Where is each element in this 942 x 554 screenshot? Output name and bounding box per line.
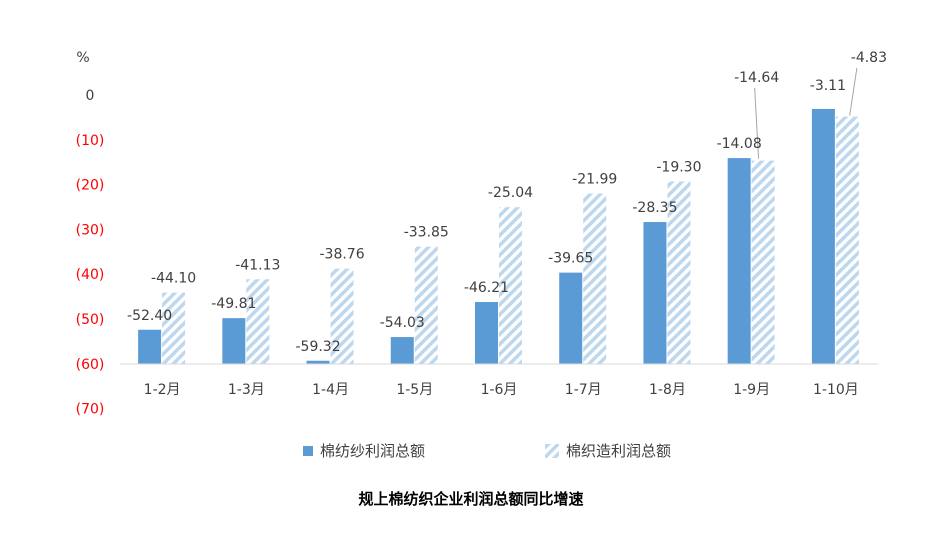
bar-series-1 (306, 360, 330, 364)
x-tick-label: 1-3月 (228, 382, 265, 398)
data-label: -52.40 (127, 308, 172, 324)
data-label: -39.65 (548, 251, 593, 267)
legend-label-2: 棉织造利润总额 (566, 442, 671, 460)
data-label: -14.64 (734, 70, 779, 86)
x-tick-label: 1-5月 (396, 382, 433, 398)
leader-line (754, 87, 760, 159)
legend-label-1: 棉纺纱利润总额 (320, 442, 425, 460)
legend-swatch-1 (303, 446, 313, 456)
x-tick-label: 1-2月 (144, 382, 181, 398)
bar-series-1 (811, 108, 835, 364)
legend: 棉纺纱利润总额 棉织造利润总额 (303, 442, 671, 460)
data-label: -14.08 (717, 136, 762, 152)
y-tick-label: (50) (76, 312, 105, 328)
bar-series-2 (246, 279, 270, 364)
bar-series-2 (499, 207, 522, 364)
y-unit-label: % (76, 50, 89, 66)
bar-series-2 (835, 116, 859, 364)
data-label: -21.99 (572, 172, 617, 188)
data-label: -41.13 (235, 257, 280, 273)
bar-series-1 (390, 337, 414, 364)
bar-series-1 (727, 158, 751, 364)
x-tick-label: 1-8月 (649, 382, 686, 398)
x-tick-label: 1-6月 (481, 382, 518, 398)
data-label: -54.03 (380, 315, 425, 331)
bar-series-2 (751, 160, 775, 364)
data-label: -46.21 (464, 280, 509, 296)
x-tick-label: 1-9月 (733, 382, 770, 398)
bar-series-1 (559, 272, 583, 364)
leader-line (849, 67, 858, 116)
data-label: -19.30 (656, 159, 701, 175)
x-tick-label: 1-4月 (312, 382, 349, 398)
y-tick-label: (40) (76, 267, 105, 283)
y-tick-label: (30) (76, 222, 105, 238)
y-tick-label: (10) (76, 133, 105, 149)
data-label: -33.85 (404, 225, 449, 241)
leader-lines (754, 67, 858, 159)
y-axis-ticks: 0 (10) (20) (30) (40) (50) (60) (70) (76, 88, 105, 418)
legend-swatch-2 (545, 444, 559, 458)
data-label: -25.04 (488, 185, 533, 201)
bar-series-2 (414, 246, 438, 364)
bar-series-2 (330, 268, 354, 364)
x-tick-label: 1-10月 (813, 382, 859, 398)
x-axis: 1-2月 1-3月 1-4月 1-5月 1-6月 1-7月 1-8月 1-9月 1-10月 (120, 363, 878, 398)
data-label: -28.35 (632, 200, 677, 216)
chart-title: 规上棉纺织企业利润总额同比增速 (358, 490, 584, 508)
bar-series-2 (162, 292, 186, 364)
data-label: -3.11 (810, 78, 846, 94)
y-tick-label: (70) (76, 402, 105, 418)
bar-series-2 (667, 181, 691, 364)
bar-series-1 (222, 318, 246, 364)
y-tick-label: (60) (76, 357, 105, 373)
bar-series-1 (138, 329, 162, 364)
bar-series-2 (583, 193, 607, 364)
data-label: -59.32 (295, 339, 340, 355)
x-tick-label: 1-7月 (565, 382, 602, 398)
data-label: -44.10 (151, 271, 196, 287)
bars (138, 108, 859, 364)
data-label: -4.83 (851, 50, 887, 66)
bar-series-1 (475, 302, 498, 364)
data-label: -38.76 (319, 247, 364, 263)
bar-series-1 (643, 222, 667, 364)
data-labels: -52.40 -44.10 -49.81 -41.13 -59.32 -38.76 -54.… (127, 50, 887, 355)
y-tick-label: (20) (76, 178, 105, 194)
y-tick-label: 0 (86, 88, 95, 104)
data-label: -49.81 (211, 296, 256, 312)
